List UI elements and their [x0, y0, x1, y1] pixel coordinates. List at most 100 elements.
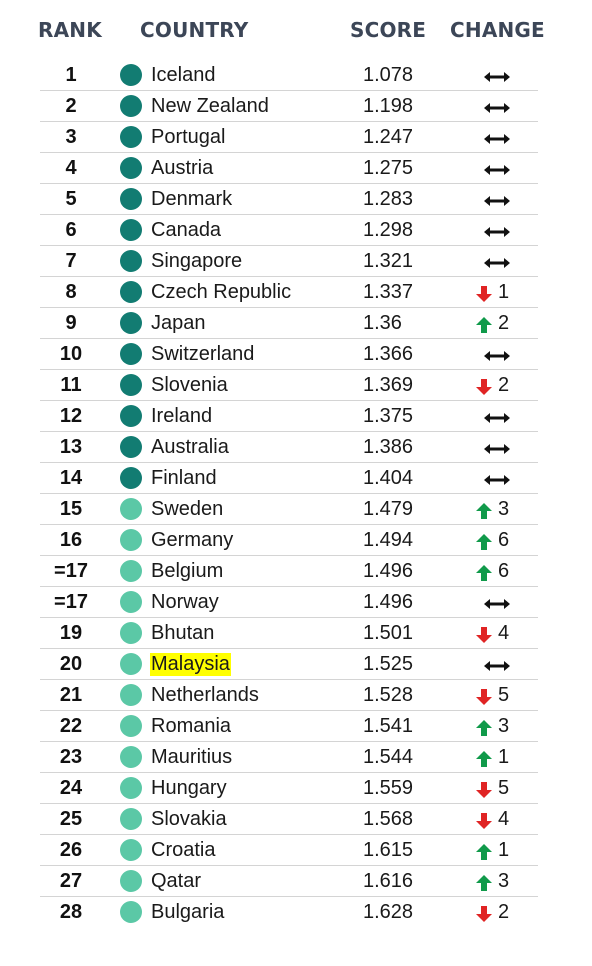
rank-cell: 1 [65, 64, 77, 86]
country-cell: Slovakia [151, 808, 227, 830]
change-value: 5 [498, 684, 510, 706]
rank-column-header: RANK [38, 18, 102, 42]
rank-cell: 7 [65, 250, 77, 272]
tier-dot-icon [120, 777, 142, 799]
score-cell: 1.496 [363, 591, 414, 613]
change-cell [474, 408, 534, 428]
no-change-arrow-icon [484, 227, 510, 237]
tier-dot-icon [120, 498, 142, 520]
table-row: 12 Ireland 1.375 [40, 401, 538, 432]
tier-dot-icon [120, 219, 142, 241]
table-row: 10 Switzerland 1.366 [40, 339, 538, 370]
rank-cell: 15 [59, 498, 83, 520]
score-cell: 1.275 [363, 157, 414, 179]
table-row: 24 Hungary 1.559 5 [40, 773, 538, 804]
down-arrow-icon [476, 286, 492, 302]
tier-dot-icon [120, 157, 142, 179]
country-cell: Switzerland [151, 343, 255, 365]
change-cell: 5 [474, 777, 534, 800]
tier-dot-icon [120, 653, 142, 675]
table-row: 1 Iceland 1.078 [40, 60, 538, 91]
rank-cell: 12 [59, 405, 83, 427]
table-row: 6 Canada 1.298 [40, 215, 538, 246]
country-cell: Malaysia [150, 653, 231, 676]
change-value: 1 [498, 281, 510, 303]
up-arrow-icon [476, 751, 492, 767]
no-change-arrow-icon [484, 196, 510, 206]
country-cell: Singapore [151, 250, 243, 272]
up-arrow-icon [476, 534, 492, 550]
score-cell: 1.078 [363, 64, 414, 86]
country-cell: Slovenia [151, 374, 228, 396]
tier-dot-icon [120, 746, 142, 768]
change-value: 3 [498, 870, 510, 892]
tier-dot-icon [120, 901, 142, 923]
change-cell [474, 67, 534, 87]
no-change-arrow-icon [484, 165, 510, 175]
rank-cell: 4 [65, 157, 77, 179]
change-cell [474, 439, 534, 459]
score-cell: 1.616 [363, 870, 414, 892]
tier-dot-icon [120, 715, 142, 737]
down-arrow-icon [476, 379, 492, 395]
rank-cell: 20 [59, 653, 83, 675]
tier-dot-icon [120, 281, 142, 303]
score-cell: 1.198 [363, 95, 414, 117]
rank-cell: 8 [65, 281, 77, 303]
score-cell: 1.298 [363, 219, 414, 241]
score-cell: 1.247 [363, 126, 414, 148]
table-row: 3 Portugal 1.247 [40, 122, 538, 153]
tier-dot-icon [120, 312, 142, 334]
tier-dot-icon [120, 529, 142, 551]
country-cell: New Zealand [151, 95, 269, 117]
no-change-arrow-icon [484, 661, 510, 671]
change-value: 6 [498, 529, 510, 551]
change-cell [474, 470, 534, 490]
up-arrow-icon [476, 720, 492, 736]
change-cell: 3 [474, 870, 534, 893]
score-cell: 1.496 [363, 560, 414, 582]
up-arrow-icon [476, 503, 492, 519]
no-change-arrow-icon [484, 475, 510, 485]
change-cell: 4 [474, 808, 534, 831]
score-cell: 1.375 [363, 405, 414, 427]
score-cell: 1.283 [363, 188, 414, 210]
table-row: 22 Romania 1.541 3 [40, 711, 538, 742]
change-cell [474, 98, 534, 118]
country-cell: Portugal [151, 126, 226, 148]
down-arrow-icon [476, 782, 492, 798]
change-value: 1 [498, 746, 510, 768]
score-column-header: SCORE [350, 18, 427, 42]
change-cell: 6 [474, 529, 534, 552]
change-cell [474, 160, 534, 180]
tier-dot-icon [120, 839, 142, 861]
tier-dot-icon [120, 250, 142, 272]
no-change-arrow-icon [484, 599, 510, 609]
country-column-header: COUNTRY [140, 18, 249, 42]
score-cell: 1.386 [363, 436, 414, 458]
country-cell: Ireland [151, 405, 213, 427]
rank-cell: 26 [59, 839, 83, 861]
table-row: 13 Australia 1.386 [40, 432, 538, 463]
tier-dot-icon [120, 436, 142, 458]
no-change-arrow-icon [484, 444, 510, 454]
country-cell: Finland [151, 467, 217, 489]
rank-cell: 3 [65, 126, 77, 148]
tier-dot-icon [120, 188, 142, 210]
country-cell: Mauritius [151, 746, 233, 768]
change-cell [474, 656, 534, 676]
score-cell: 1.568 [363, 808, 414, 830]
country-cell: Sweden [151, 498, 224, 520]
rank-cell: 21 [59, 684, 83, 706]
table-row: 2 New Zealand 1.198 [40, 91, 538, 122]
change-cell [474, 222, 534, 242]
country-cell: Denmark [151, 188, 233, 210]
table-row: =17 Norway 1.496 [40, 587, 538, 618]
table-row: 28 Bulgaria 1.628 2 [40, 897, 538, 927]
change-column-header: CHANGE [450, 18, 545, 42]
tier-dot-icon [120, 343, 142, 365]
tier-dot-icon [120, 591, 142, 613]
change-value: 4 [498, 808, 510, 830]
up-arrow-icon [476, 317, 492, 333]
table-row: 4 Austria 1.275 [40, 153, 538, 184]
